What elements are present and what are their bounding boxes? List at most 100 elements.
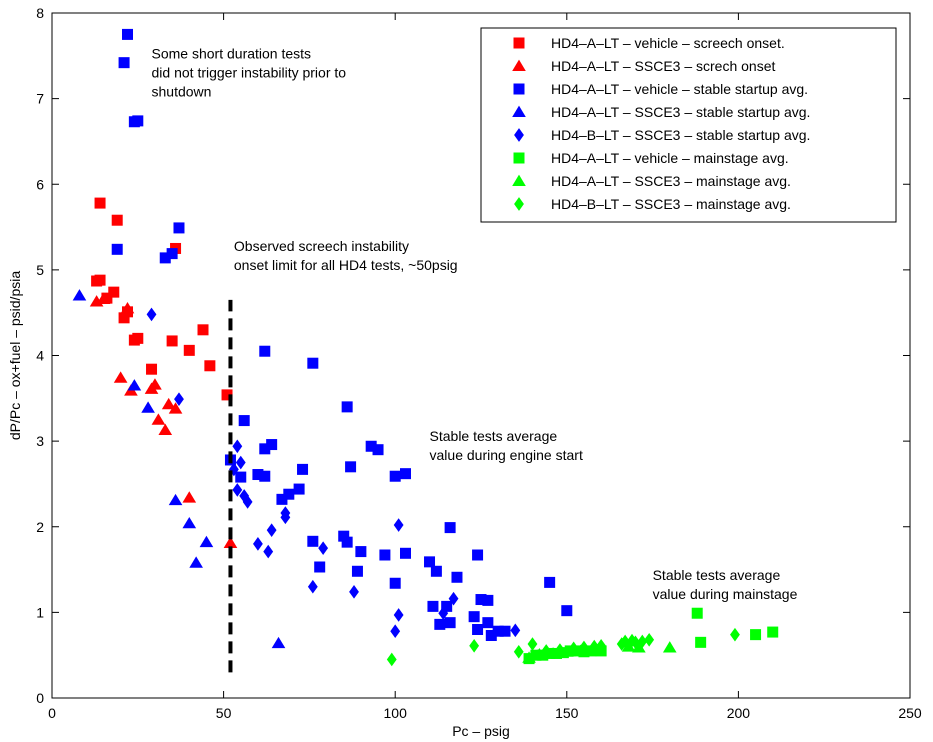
data-point — [662, 641, 677, 653]
data-point — [691, 607, 703, 619]
legend-label: HD4–A–LT – SSCE3 – screch onset — [551, 58, 775, 74]
data-point — [510, 623, 521, 638]
data-point — [379, 549, 391, 561]
data-point — [620, 634, 631, 649]
data-point — [341, 536, 353, 548]
data-point — [101, 292, 113, 304]
data-point — [108, 286, 120, 298]
data-point — [427, 600, 439, 612]
data-point — [235, 455, 246, 470]
data-point — [444, 522, 456, 534]
data-point — [161, 397, 176, 410]
legend-marker — [512, 174, 526, 186]
data-point — [644, 632, 655, 647]
data-point — [438, 606, 449, 621]
data-point — [386, 652, 397, 667]
data-point — [253, 537, 263, 551]
data-point — [338, 530, 350, 542]
data-point — [393, 518, 404, 532]
data-point — [173, 222, 185, 234]
data-point — [242, 495, 253, 509]
data-point — [345, 461, 357, 473]
data-point — [695, 636, 707, 648]
legend-marker — [512, 59, 526, 71]
legend-label: HD4–B–LT – SSCE3 – stable startup avg. — [551, 127, 810, 143]
data-point — [232, 483, 243, 497]
series-0 — [91, 197, 233, 401]
annotation-stable_start: Stable tests average value during engine … — [430, 428, 583, 463]
data-point — [559, 645, 574, 657]
data-point — [111, 214, 123, 226]
y-tick-label: 2 — [36, 519, 44, 535]
legend-marker — [513, 83, 525, 95]
data-point — [485, 629, 497, 641]
data-point — [541, 644, 552, 658]
data-point — [307, 579, 318, 594]
data-point — [568, 641, 579, 656]
axis-ticks: 0 50 100 150 200 250 0 1 2 3 4 5 6 7 8 — [36, 5, 922, 721]
data-point — [389, 470, 401, 482]
legend-entry: HD4–B–LT – SSCE3 – stable startup avg. — [514, 127, 810, 143]
annotation-line: did not trigger instability prior to — [152, 64, 347, 80]
data-point — [522, 651, 536, 663]
data-point — [297, 463, 309, 475]
data-point — [482, 594, 494, 606]
data-point — [197, 324, 209, 336]
annotations: Some short duration tests did not trigger… — [152, 45, 798, 601]
y-tick-label: 6 — [36, 176, 44, 192]
data-point — [223, 536, 238, 548]
data-point — [441, 600, 453, 612]
annotation-line: shutdown — [152, 83, 212, 99]
legend-marker — [514, 197, 524, 211]
data-point — [527, 637, 538, 651]
series-6 — [522, 640, 677, 663]
data-point — [94, 197, 106, 209]
annotation-line: Observed screech instability — [234, 238, 409, 254]
data-point — [232, 439, 243, 454]
data-point — [252, 469, 264, 481]
legend-box — [480, 27, 897, 223]
data-point — [151, 413, 166, 425]
data-point — [259, 345, 271, 357]
legend-marker — [513, 37, 525, 49]
data-point — [271, 636, 286, 649]
annotation-line: value during engine start — [430, 447, 583, 463]
data-point — [276, 493, 288, 505]
data-point — [113, 371, 128, 383]
legend-marker — [513, 152, 525, 164]
data-point — [280, 510, 291, 525]
data-point — [351, 565, 363, 577]
data-point — [221, 389, 233, 401]
annotation-short_tests: Some short duration tests did not trigger… — [152, 45, 347, 99]
data-point — [451, 571, 463, 583]
y-tick-label: 4 — [36, 348, 44, 364]
annotation-screech_limit: Observed screech instability onset limit … — [234, 238, 458, 273]
data-point — [159, 252, 171, 264]
data-point — [499, 625, 511, 637]
data-point — [266, 523, 277, 537]
data-point — [561, 605, 573, 617]
data-point — [182, 491, 197, 503]
x-tick-label: 100 — [384, 705, 408, 721]
data-point — [616, 637, 627, 651]
y-tick-label: 3 — [36, 433, 44, 449]
legend-label: HD4–B–LT – SSCE3 – mainstage avg. — [551, 196, 791, 212]
data-point — [393, 608, 404, 622]
data-point — [238, 415, 250, 427]
data-point — [166, 335, 178, 347]
data-point — [448, 591, 459, 606]
data-point — [204, 360, 216, 372]
legend-entry: HD4–A–LT – SSCE3 – screch onset — [512, 58, 775, 74]
legend-entry: HD4–B–LT – SSCE3 – mainstage avg. — [514, 196, 791, 212]
y-tick-label: 5 — [36, 262, 44, 278]
data-point — [141, 401, 155, 413]
annotation-line: Stable tests average — [653, 567, 781, 583]
data-point — [546, 647, 560, 659]
series-7 — [386, 627, 740, 667]
data-point — [132, 332, 144, 344]
legend-entry: HD4–A–LT – vehicle – mainstage avg. — [513, 150, 789, 166]
data-point — [399, 547, 411, 559]
data-point — [596, 638, 607, 653]
data-point — [430, 565, 442, 577]
